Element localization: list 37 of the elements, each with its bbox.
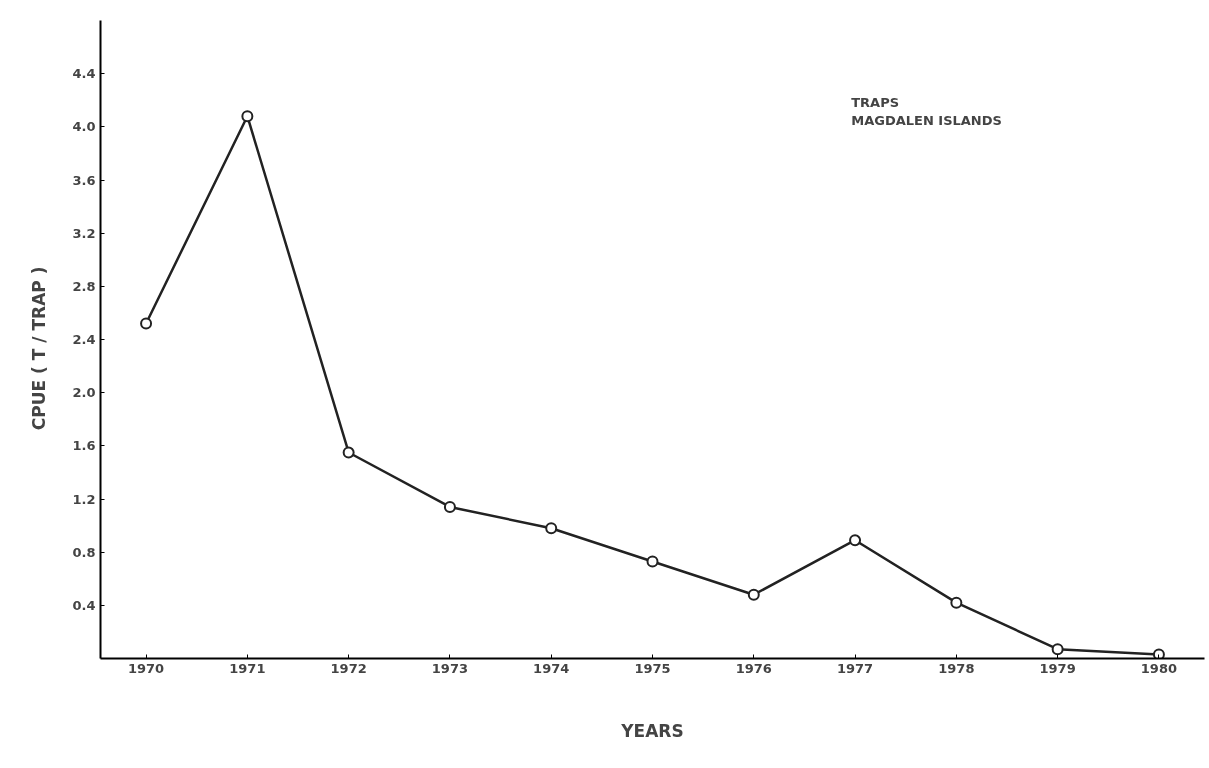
point — [342, 446, 355, 459]
point — [747, 588, 760, 601]
x-tick-label: 1979 — [1039, 660, 1076, 676]
point — [1152, 648, 1165, 659]
x-tick-label: 1975 — [634, 660, 671, 676]
y-tick-label: 2.0 — [72, 385, 96, 401]
point — [545, 522, 558, 535]
x-tick-label: 1974 — [533, 660, 570, 676]
x-tick-label: 1978 — [938, 660, 975, 676]
y-tick-label: 2.4 — [72, 332, 96, 347]
point — [443, 500, 456, 513]
point — [849, 534, 862, 547]
y-tick-label: 3.2 — [72, 225, 96, 241]
x-tick-label: 1980 — [1140, 660, 1178, 676]
x-tick-label: 1971 — [229, 660, 266, 676]
y-tick-label: 0.4 — [72, 597, 96, 613]
point — [950, 596, 963, 609]
point — [1051, 643, 1064, 656]
y-axis-title: CPUE ( T / TRAP ) — [29, 266, 50, 431]
point — [241, 110, 254, 123]
y-tick-label: 4.0 — [72, 119, 96, 135]
point — [646, 555, 659, 568]
y-tick-label: 1.2 — [72, 491, 96, 507]
annotation: TRAPS — [851, 94, 900, 110]
x-tick-label: 1977 — [836, 660, 874, 676]
x-tick-label: 1976 — [735, 660, 772, 676]
annotation: MAGDALEN ISLANDS — [851, 112, 1002, 128]
y-tick-label: 3.6 — [72, 172, 96, 188]
x-axis-title: YEARS — [620, 720, 684, 741]
x-tick-label: 1970 — [127, 660, 165, 676]
y-tick-label: 4.4 — [72, 66, 96, 82]
y-tick-label: 1.6 — [72, 438, 96, 454]
y-tick-label: 0.8 — [72, 544, 96, 560]
x-tick-label: 1973 — [431, 660, 469, 676]
x-tick-label: 1972 — [330, 660, 367, 676]
point — [140, 317, 153, 330]
y-tick-label: 2.8 — [72, 278, 96, 294]
